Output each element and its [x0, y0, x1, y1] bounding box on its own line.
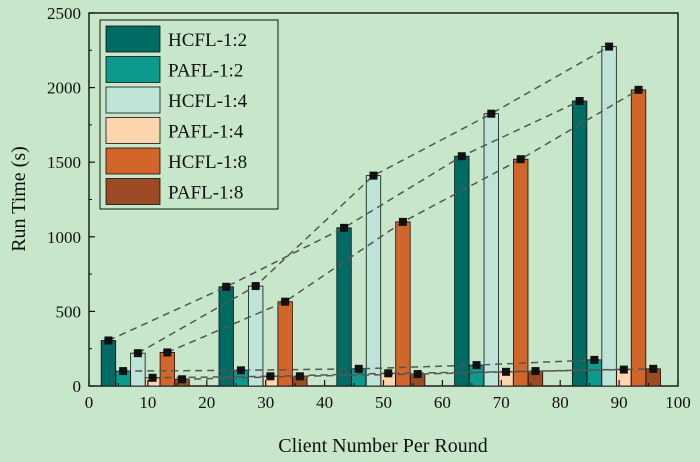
- marker-s1-0: [119, 367, 128, 376]
- marker-s4-3: [516, 155, 525, 164]
- bar-s4-4: [630, 89, 647, 387]
- marker-s2-4: [605, 42, 614, 51]
- bar-s0-4: [571, 100, 588, 387]
- bar-s4-0: [159, 352, 175, 387]
- y-tick-label-0: 0: [73, 377, 82, 396]
- marker-s4-4: [634, 85, 643, 94]
- legend-label-1: PAFL-1:2: [168, 61, 243, 82]
- bar-s2-1: [248, 285, 264, 387]
- marker-s1-4: [590, 355, 599, 364]
- trend-line-s5: [182, 368, 654, 381]
- marker-s4-2: [398, 217, 407, 226]
- legend-label-0: HCFL-1:2: [168, 30, 247, 51]
- marker-s2-1: [251, 282, 260, 291]
- bar-s4-2: [395, 221, 411, 387]
- marker-s2-2: [369, 171, 378, 180]
- marker-s1-1: [236, 366, 245, 375]
- x-tick-label-9: 90: [611, 393, 628, 412]
- legend-swatch-3: [105, 117, 161, 144]
- x-tick-label-8: 80: [552, 393, 569, 412]
- x-tick-label-2: 20: [198, 393, 215, 412]
- marker-s0-2: [340, 223, 349, 232]
- bar-s2-0: [130, 352, 146, 387]
- marker-s2-3: [487, 109, 496, 118]
- legend-label-3: PAFL-1:4: [168, 122, 244, 143]
- bar-s0-2: [336, 227, 352, 387]
- marker-s1-2: [354, 364, 363, 373]
- marker-s3-2: [384, 369, 393, 378]
- x-tick-label-0: 0: [85, 393, 94, 412]
- marker-s1-3: [472, 361, 481, 370]
- bar-s2-4: [601, 46, 617, 387]
- bar-s2-3: [483, 113, 499, 387]
- error-markers-layer: [103, 42, 658, 384]
- x-tick-label-5: 50: [375, 393, 392, 412]
- x-axis-title: Client Number Per Round: [278, 435, 487, 457]
- legend-swatch-1: [105, 56, 161, 83]
- marker-s3-3: [502, 367, 511, 376]
- y-tick-label-1: 500: [56, 302, 82, 321]
- legend-swatch-2: [105, 86, 161, 114]
- marker-s3-0: [148, 373, 157, 382]
- x-tick-label-3: 30: [257, 393, 274, 412]
- legend-swatch-0: [105, 25, 161, 53]
- marker-s0-1: [222, 282, 231, 291]
- marker-s5-4: [649, 364, 658, 373]
- y-tick-label-5: 2500: [47, 4, 81, 23]
- marker-s3-4: [619, 365, 628, 374]
- marker-s5-3: [531, 367, 540, 376]
- y-axis-title: Run Time (s): [8, 146, 30, 252]
- legend-label-2: HCFL-1:4: [168, 91, 248, 112]
- bar-s4-1: [277, 301, 293, 387]
- marker-s0-4: [575, 97, 584, 106]
- trend-line-s0: [108, 100, 580, 342]
- trend-line-s3: [152, 368, 624, 379]
- legend-label-5: PAFL-1:8: [168, 183, 243, 204]
- x-tick-label-4: 40: [316, 393, 333, 412]
- x-tick-label-6: 60: [434, 393, 451, 412]
- marker-s5-0: [178, 375, 187, 384]
- marker-s5-2: [413, 370, 422, 379]
- legend-swatch-5: [105, 178, 161, 205]
- marker-s0-3: [457, 152, 466, 161]
- marker-s3-1: [266, 372, 275, 381]
- marker-s5-1: [295, 372, 304, 381]
- bar-s4-3: [513, 158, 529, 387]
- y-tick-label-2: 1000: [47, 228, 81, 247]
- trend-line-s2: [137, 45, 610, 354]
- bar-s0-0: [100, 340, 117, 387]
- y-tick-label-3: 1500: [47, 153, 81, 172]
- legend-swatch-4: [105, 147, 161, 175]
- legend-label-4: HCFL-1:8: [168, 152, 247, 173]
- y-tick-label-4: 2000: [47, 79, 81, 98]
- marker-s0-0: [104, 336, 113, 345]
- x-axis: 0 10 20 30 40 50 60 70 80 90 100: [85, 380, 691, 412]
- x-tick-label-7: 70: [493, 393, 510, 412]
- marker-s2-0: [133, 349, 142, 358]
- y-axis: 0 500 1000 1500 2000 2500: [47, 4, 95, 396]
- marker-s4-1: [281, 297, 290, 306]
- x-tick-label-10: 100: [665, 393, 691, 412]
- x-tick-label-1: 10: [139, 393, 156, 412]
- trend-line-s1: [123, 359, 595, 372]
- marker-s4-0: [163, 348, 172, 357]
- legend: HCFL-1:2 PAFL-1:2 HCFL-1:4 PAFL-1:4 HCFL-1:8…: [99, 19, 279, 210]
